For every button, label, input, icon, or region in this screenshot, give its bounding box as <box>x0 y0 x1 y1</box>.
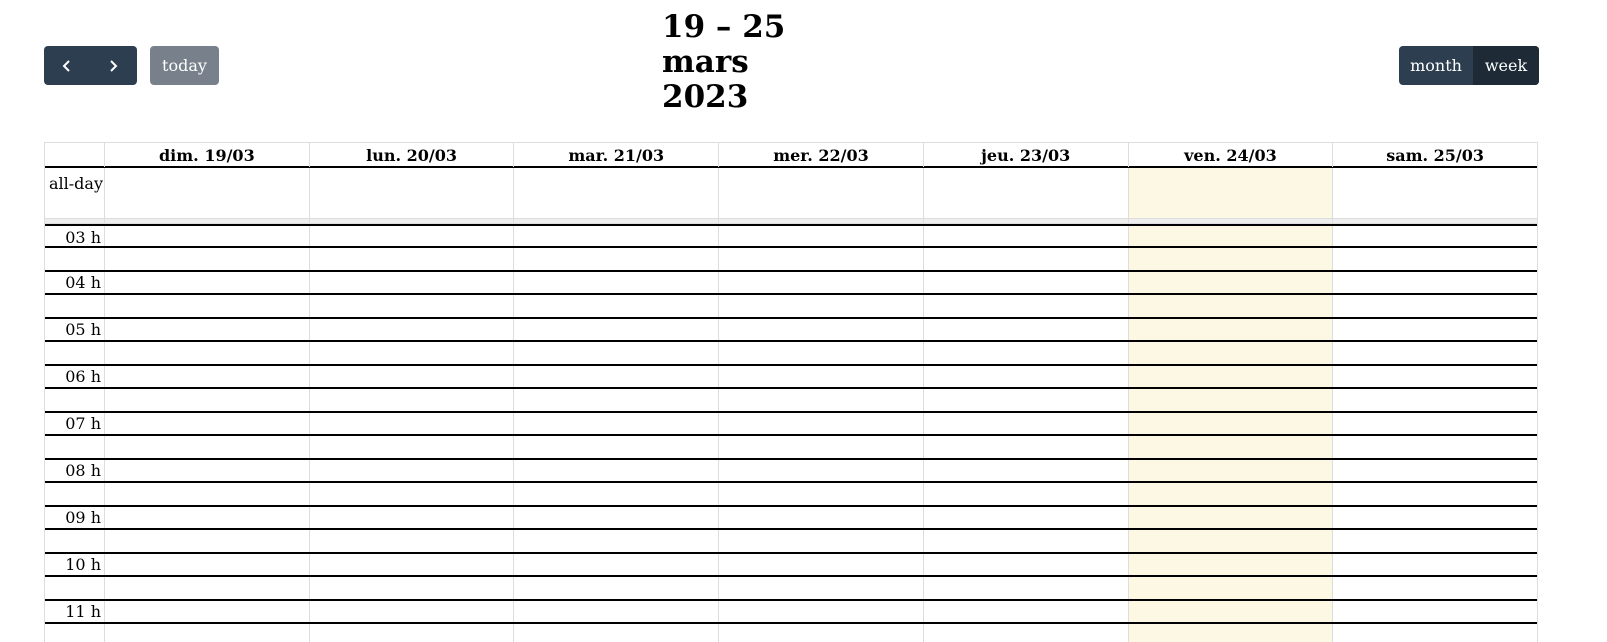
time-label: 05 h <box>65 320 101 339</box>
day-header: mer. 22/03 <box>718 143 923 167</box>
day-header: sam. 25/03 <box>1332 143 1537 167</box>
column-divider <box>513 168 515 642</box>
title-line: 19 – 25 <box>662 9 786 45</box>
column-divider <box>718 168 720 642</box>
title-line: mars <box>662 44 749 80</box>
time-slot-half[interactable] <box>45 483 1537 507</box>
time-slot-half[interactable] <box>45 577 1537 601</box>
week-grid: dim. 19/03 lun. 20/03 mar. 21/03 mer. 22/03… <box>44 142 1538 642</box>
time-label: 09 h <box>65 508 101 527</box>
time-slot-half[interactable] <box>45 436 1537 460</box>
column-divider <box>922 168 924 642</box>
day-header-row: dim. 19/03 lun. 20/03 mar. 21/03 mer. 22/03… <box>45 142 1537 168</box>
column-divider <box>1332 168 1334 642</box>
time-slot[interactable]: 10 h <box>45 553 1537 577</box>
chevron-right-icon <box>110 59 118 72</box>
time-label: 11 h <box>65 602 101 621</box>
allday-divider <box>45 219 1537 224</box>
day-header: jeu. 23/03 <box>922 143 1128 167</box>
time-label: 06 h <box>65 367 101 386</box>
allday-row[interactable]: all-day <box>45 168 1537 219</box>
day-header: ven. 24/03 <box>1127 143 1333 167</box>
time-slot[interactable]: 05 h <box>45 318 1537 342</box>
time-slot[interactable]: 04 h <box>45 271 1537 295</box>
time-label: 10 h <box>65 555 101 574</box>
view-switcher: month week <box>1399 46 1539 85</box>
today-button[interactable]: today <box>150 46 219 85</box>
column-divider <box>308 168 310 642</box>
time-slot-half[interactable] <box>45 295 1537 319</box>
day-header: mar. 21/03 <box>513 143 718 167</box>
time-slot[interactable]: 03 h <box>45 224 1537 248</box>
time-label: 07 h <box>65 414 101 433</box>
prev-button[interactable] <box>44 46 90 85</box>
chevron-left-icon <box>62 59 70 72</box>
time-label: 04 h <box>65 273 101 292</box>
time-slot-half[interactable] <box>45 530 1537 554</box>
time-slot-half[interactable] <box>45 389 1537 413</box>
month-view-button[interactable]: month <box>1410 56 1462 75</box>
time-slot[interactable]: 06 h <box>45 365 1537 389</box>
nav-button-group <box>44 46 137 85</box>
time-slot[interactable]: 07 h <box>45 412 1537 436</box>
time-label: 08 h <box>65 461 101 480</box>
time-slot[interactable]: 09 h <box>45 506 1537 530</box>
calendar-toolbar: today 19 – 25 mars 2023 month week <box>44 0 1539 130</box>
allday-label: all-day <box>49 174 103 193</box>
day-header: lun. 20/03 <box>308 143 514 167</box>
time-slot[interactable]: 08 h <box>45 459 1537 483</box>
week-view-button[interactable]: week <box>1473 46 1539 85</box>
time-slot-half[interactable] <box>45 342 1537 366</box>
time-label: 03 h <box>65 228 101 247</box>
time-slot[interactable]: 11 h <box>45 600 1537 624</box>
next-button[interactable] <box>90 46 136 85</box>
page-title: 19 – 25 mars 2023 <box>662 10 812 115</box>
day-header: dim. 19/03 <box>104 143 309 167</box>
column-divider <box>104 168 105 642</box>
title-line: 2023 <box>662 79 749 115</box>
time-slot-half[interactable] <box>45 248 1537 272</box>
column-divider <box>1127 168 1129 642</box>
